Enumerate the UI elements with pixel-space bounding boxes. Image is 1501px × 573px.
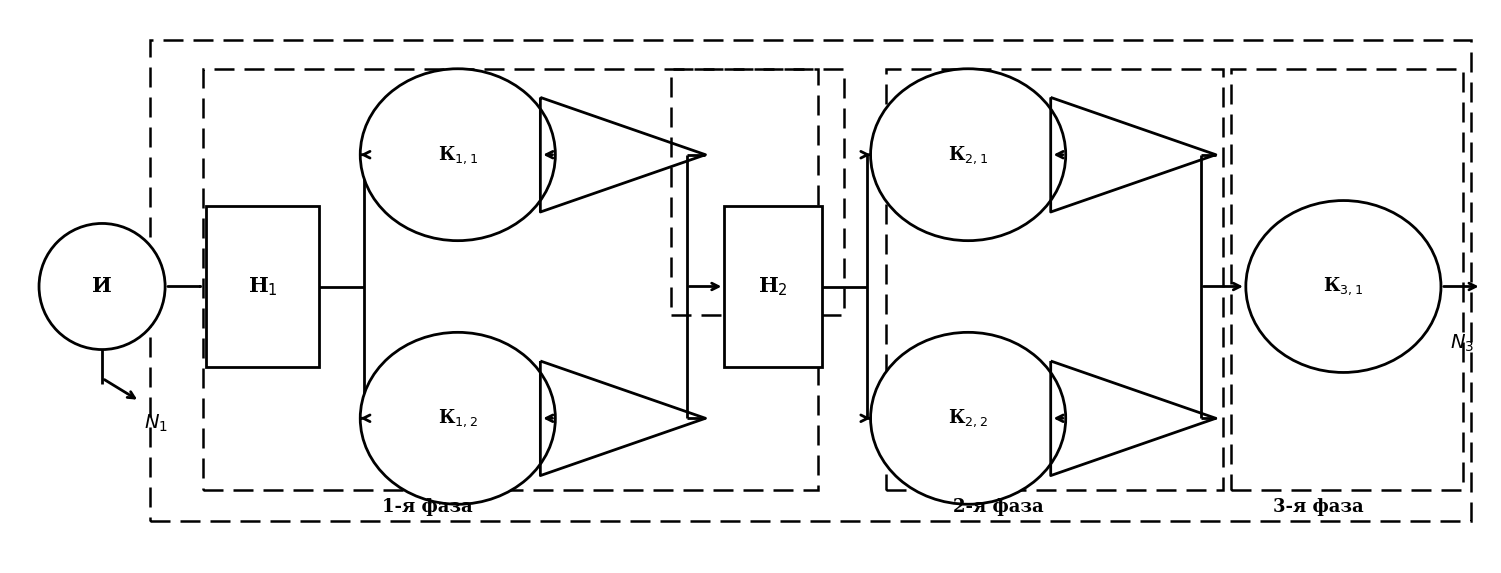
Text: К$_{3,1}$: К$_{3,1}$ [1324,276,1363,297]
Bar [207,206,320,367]
Bar [725,206,823,367]
Ellipse shape [871,69,1066,241]
Text: Н$_2$: Н$_2$ [758,275,788,298]
Text: 3-я фаза: 3-я фаза [1273,498,1363,516]
Text: 2-я фаза: 2-я фаза [953,498,1043,516]
Text: 1-я фаза: 1-я фаза [383,498,473,516]
Ellipse shape [1246,201,1441,372]
Text: К$_{2,1}$: К$_{2,1}$ [949,144,988,166]
Text: Н$_1$: Н$_1$ [248,275,278,298]
Ellipse shape [360,332,555,504]
Ellipse shape [360,69,555,241]
Text: К$_{1,1}$: К$_{1,1}$ [438,144,477,166]
Text: И: И [92,277,113,296]
Ellipse shape [39,223,165,350]
Text: $N_1$: $N_1$ [144,413,168,434]
Text: К$_{1,2}$: К$_{1,2}$ [438,407,477,429]
Text: $N_3$: $N_3$ [1450,332,1474,354]
Text: К$_{2,2}$: К$_{2,2}$ [949,407,988,429]
Ellipse shape [871,332,1066,504]
